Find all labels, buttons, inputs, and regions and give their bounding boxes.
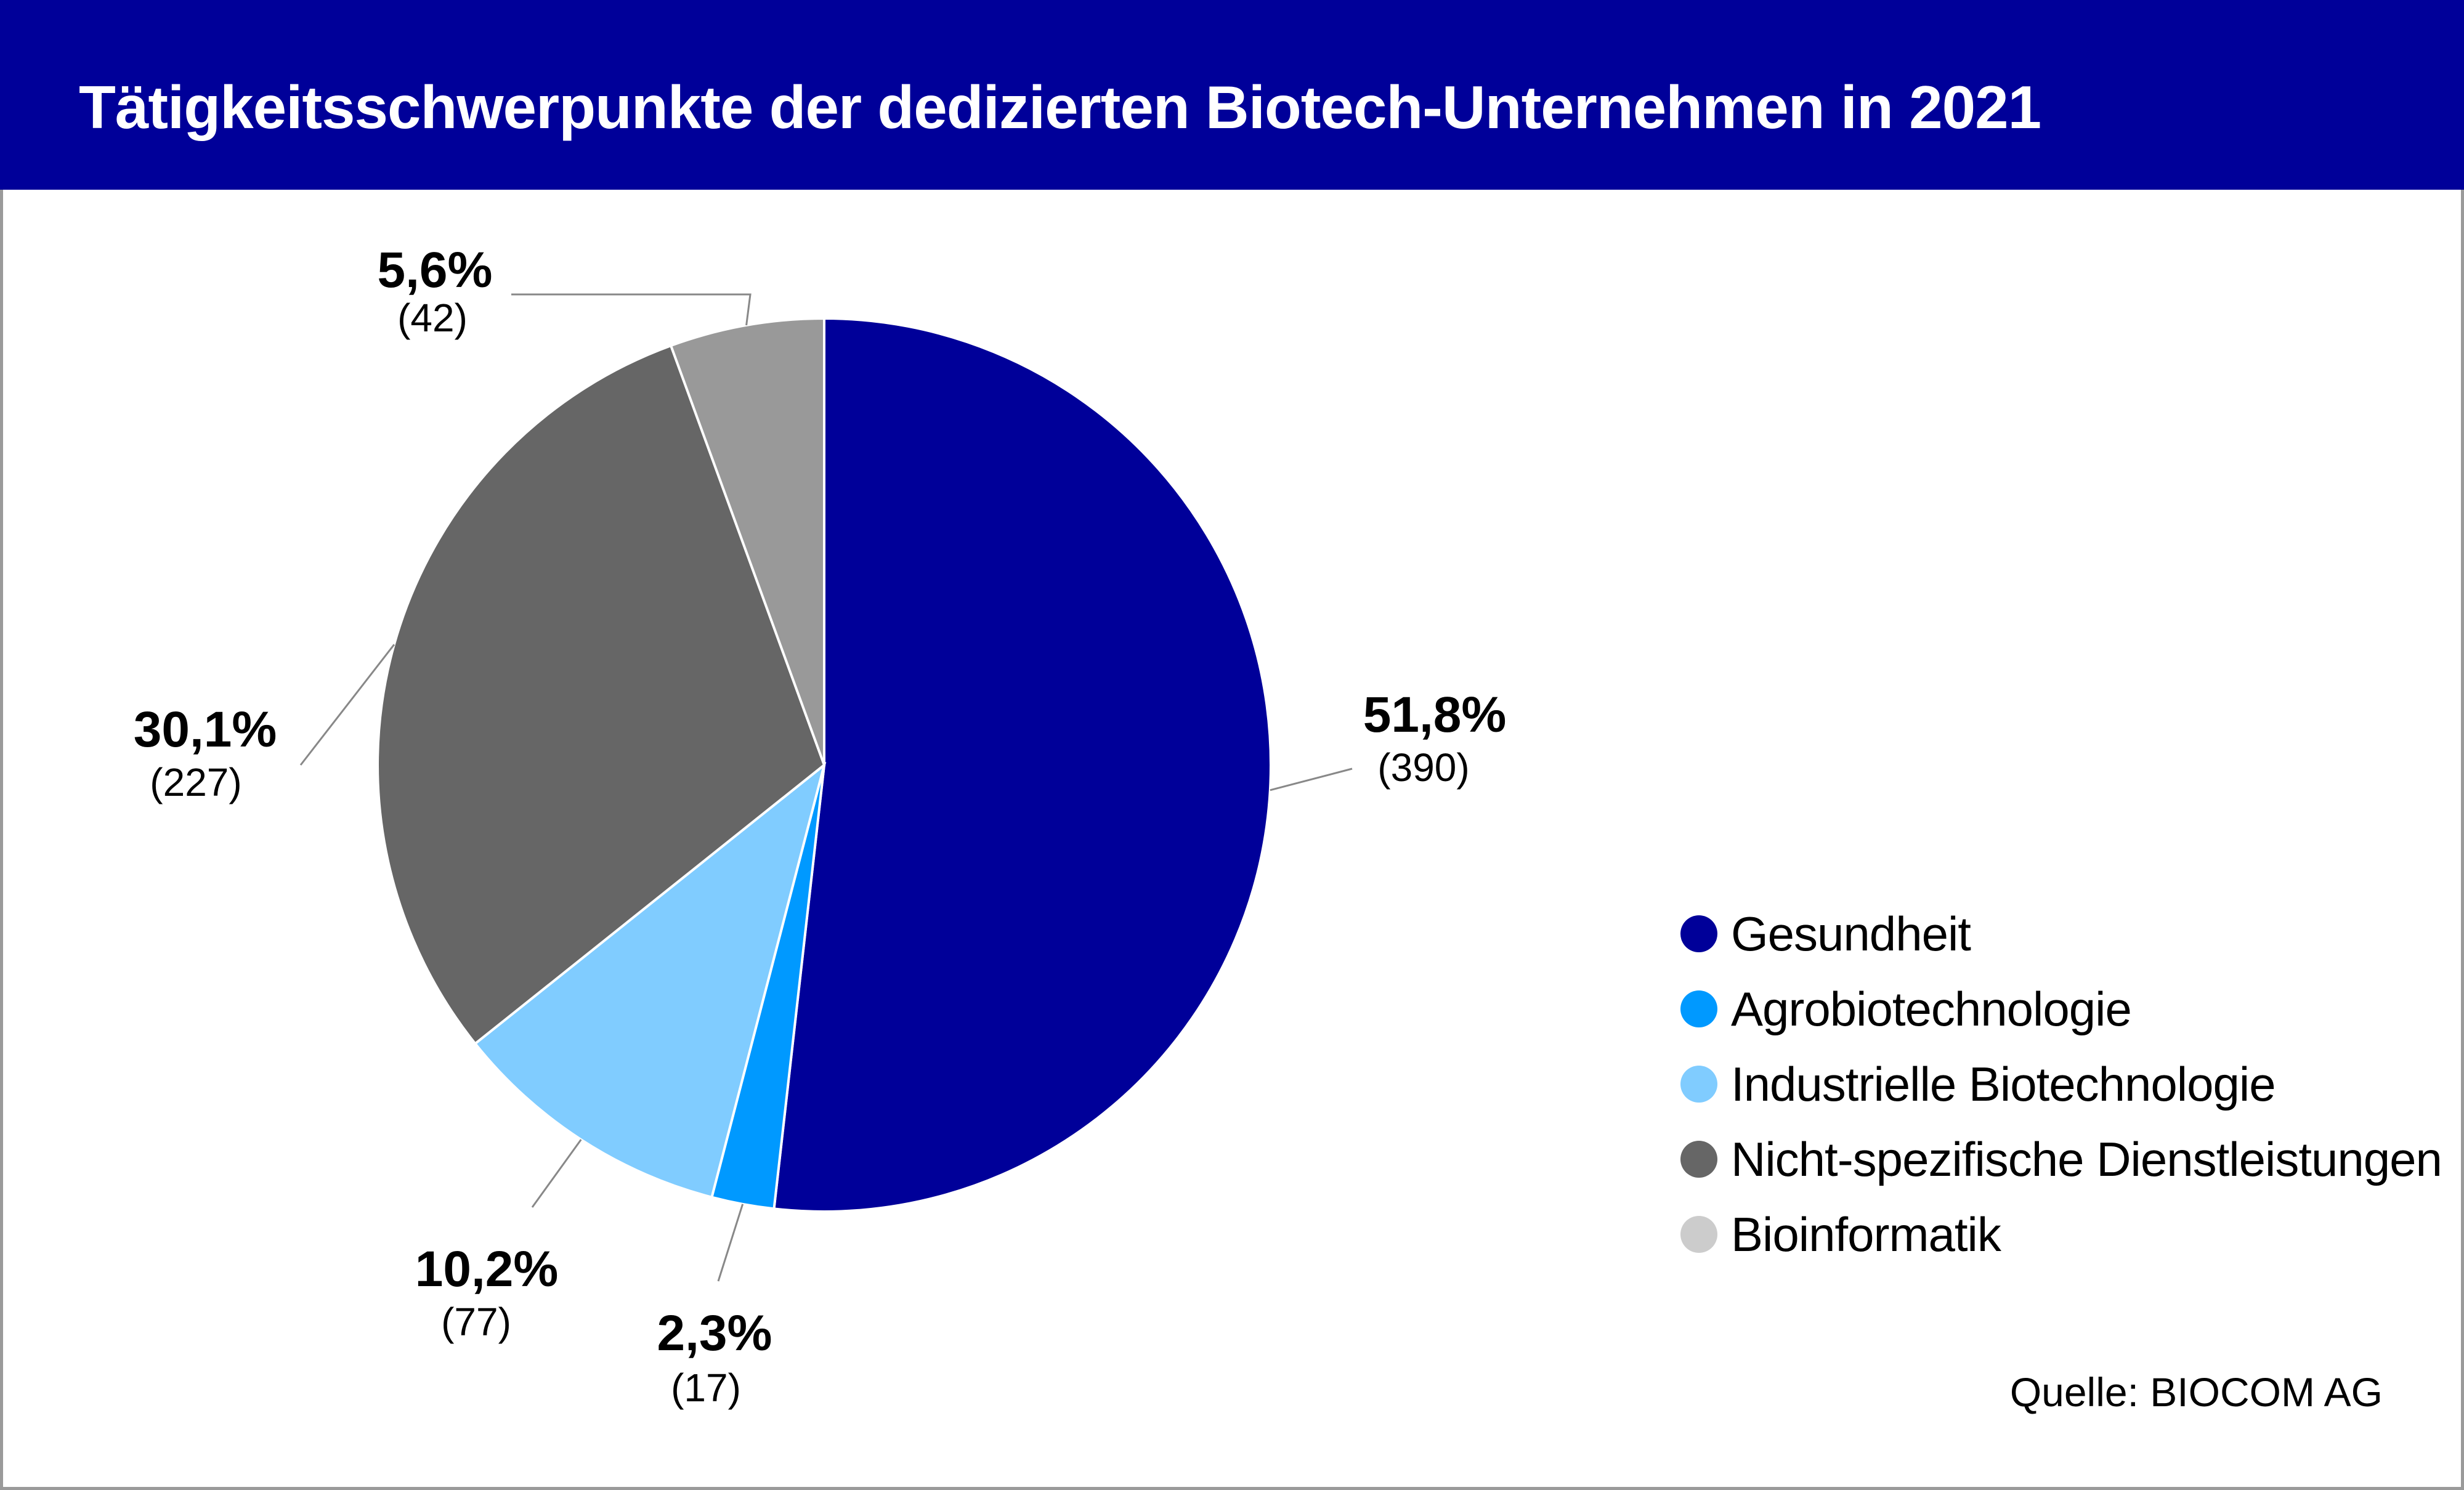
legend-item-5: Bioinformatik <box>1680 1197 2442 1272</box>
slice-percent-label-3: 10,2% <box>415 1241 559 1297</box>
legend: Gesundheit Agrobiotechnologie Industrielle… <box>1680 896 2442 1272</box>
legend-item-2: Agrobiotechnologie <box>1680 971 2442 1047</box>
slice-count-label-4: (227) <box>150 760 241 804</box>
slice-percent-label-5: 5,6% <box>378 242 493 298</box>
pie-slice-3 <box>473 761 827 1199</box>
leader-line-2 <box>717 1204 744 1282</box>
chart-title: Tätigkeitsschwerpunkte der dedizierten B… <box>79 73 2041 141</box>
legend-label-2: Agrobiotechnologie <box>1731 981 2132 1036</box>
legend-item-4: Nicht-spezifische Dienstleistungen <box>1680 1122 2442 1197</box>
slice-percent-label-1: 51,8% <box>1363 687 1507 743</box>
leader-line-3 <box>531 1139 582 1208</box>
legend-label-5: Bioinformatik <box>1731 1207 2001 1261</box>
legend-item-3: Industrielle Biotechnologie <box>1680 1047 2442 1122</box>
legend-swatch-3 <box>1680 1066 1717 1103</box>
legend-swatch-5 <box>1680 1216 1717 1253</box>
slice-count-label-2: (17) <box>671 1366 741 1410</box>
pie-slice-1 <box>772 317 1272 1213</box>
slice-percent-label-4: 30,1% <box>134 702 277 758</box>
leader-line-1 <box>1270 767 1353 792</box>
leader-line-5 <box>511 293 752 326</box>
slice-percent-label-2: 2,3% <box>657 1305 772 1361</box>
legend-swatch-1 <box>1680 915 1717 952</box>
leader-line-4 <box>299 644 395 766</box>
slice-count-label-5: (42) <box>397 296 468 340</box>
source-note: Quelle: BIOCOM AG <box>2009 1369 2383 1415</box>
legend-label-1: Gesundheit <box>1731 906 1971 961</box>
slice-count-label-1: (390) <box>1377 745 1469 790</box>
legend-item-1: Gesundheit <box>1680 896 2442 971</box>
slice-count-label-3: (77) <box>441 1300 511 1344</box>
legend-swatch-4 <box>1680 1141 1717 1178</box>
legend-label-4: Nicht-spezifische Dienstleistungen <box>1731 1132 2442 1186</box>
legend-label-3: Industrielle Biotechnologie <box>1731 1056 2276 1111</box>
legend-swatch-2 <box>1680 990 1717 1027</box>
title-banner: Tätigkeitsschwerpunkte der dedizierten B… <box>0 0 2464 190</box>
